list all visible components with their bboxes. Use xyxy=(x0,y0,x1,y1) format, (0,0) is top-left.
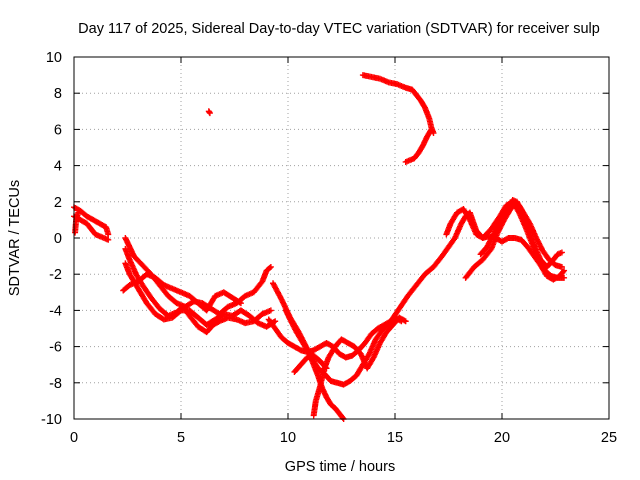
y-tick-label: -2 xyxy=(49,267,62,283)
y-tick-label: -8 xyxy=(49,376,62,392)
data-point-track-e xyxy=(267,307,274,314)
y-tick-label: 2 xyxy=(54,195,62,211)
x-tick-label: 10 xyxy=(280,430,296,446)
y-tick-label: 4 xyxy=(54,159,62,175)
data-point-track-c xyxy=(75,209,82,216)
x-tick-label: 0 xyxy=(70,430,78,446)
data-point-track-g xyxy=(237,300,244,307)
data-point-track-i xyxy=(339,414,346,421)
y-tick-label: 0 xyxy=(54,231,62,247)
y-tick-label: -4 xyxy=(49,303,62,319)
data-point-track-r xyxy=(206,110,213,117)
x-tick-label: 25 xyxy=(601,430,617,446)
data-point-track-m xyxy=(558,263,565,270)
data-point-track-k xyxy=(402,318,409,325)
y-tick-label: -6 xyxy=(49,340,62,356)
data-point-track-j xyxy=(561,267,568,274)
data-point-track-l xyxy=(323,365,330,372)
x-tick-label: 15 xyxy=(387,430,403,446)
x-tick-label: 5 xyxy=(177,430,185,446)
data-point-track-l xyxy=(322,364,329,371)
x-tick-label: 20 xyxy=(494,430,510,446)
data-point-track-q xyxy=(428,126,435,133)
data-point-track-a xyxy=(105,231,112,238)
data-point-track-b xyxy=(105,236,112,243)
data-point-track-d xyxy=(267,263,274,270)
data-point-track-k xyxy=(401,317,408,324)
x-axis-label: GPS time / hours xyxy=(285,459,395,475)
y-tick-label: 10 xyxy=(46,50,62,66)
data-point-track-q xyxy=(427,127,434,134)
data-point-track-j xyxy=(560,268,567,275)
y-tick-label: -10 xyxy=(41,412,62,428)
y-tick-label: 8 xyxy=(54,86,62,102)
grid-lines xyxy=(74,57,609,419)
axis-ticks: 0 5 10 15 20 25 -10 -8 -6 -4 -2 0 2 4 6 8 10 xyxy=(41,50,617,446)
data-point-track-g xyxy=(236,299,243,306)
data-point-track-o xyxy=(558,249,565,256)
data-points xyxy=(71,72,568,422)
data-point-track-d xyxy=(266,264,273,271)
y-tick-label: 6 xyxy=(54,122,62,138)
data-point-track-n xyxy=(561,274,568,281)
y-axis-label: SDTVAR / TECUs xyxy=(7,180,23,296)
chart-title: Day 117 of 2025, Sidereal Day-to-day VTE… xyxy=(78,21,600,37)
data-point-track-f xyxy=(272,318,279,325)
